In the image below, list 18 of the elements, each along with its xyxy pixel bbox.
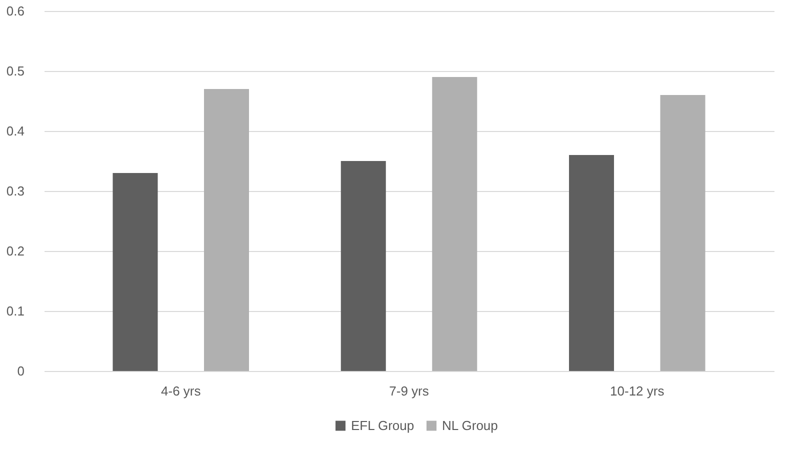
bar [340,161,386,371]
bar [432,77,478,371]
y-tick-label: 0.6 [6,4,24,18]
legend-label: NL Group [442,418,498,433]
bar [112,173,158,371]
bar [660,95,706,371]
y-tick-label: 0.4 [6,124,24,138]
y-tick-label: 0 [17,364,24,378]
y-tick-label: 0.5 [6,64,24,78]
bar [204,89,249,371]
y-tick-label: 0.1 [6,304,24,318]
x-tick-label: 10-12 yrs [610,384,665,398]
y-tick-label: 0.3 [6,184,24,198]
y-tick-label: 0.2 [6,244,24,258]
x-tick-label: 4-6 yrs [161,384,202,398]
bar [569,155,614,371]
x-tick-label: 7-9 yrs [389,384,430,398]
legend-label: EFL Group [351,418,414,433]
